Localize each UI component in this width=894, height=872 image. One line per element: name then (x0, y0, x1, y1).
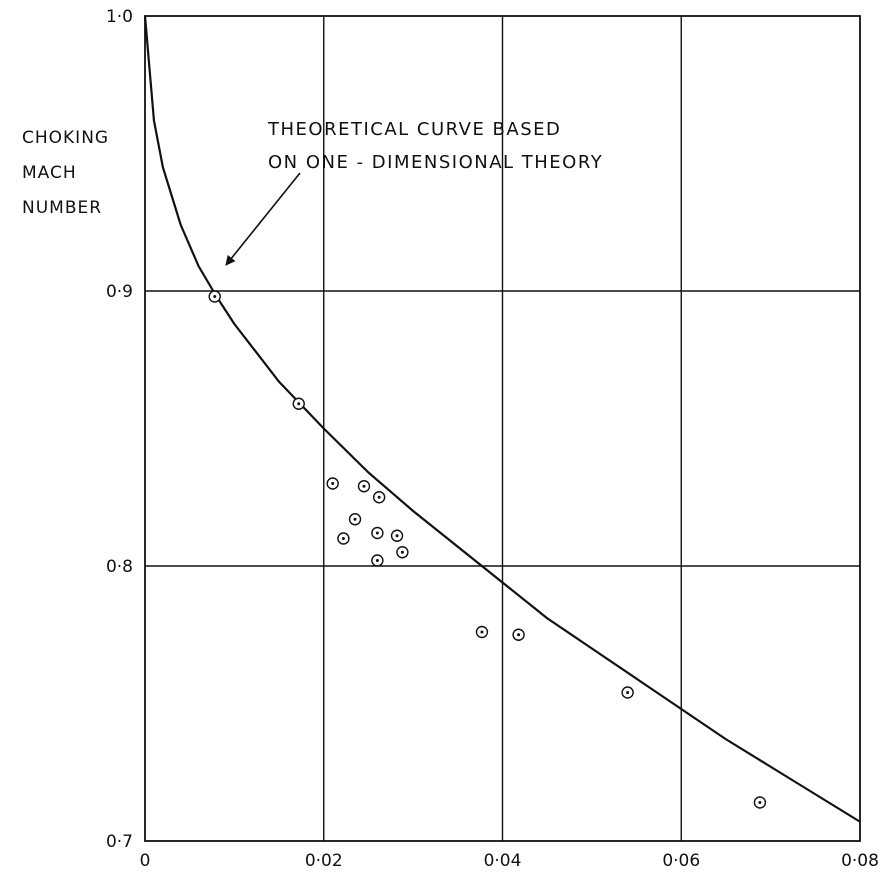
data-point (372, 491, 386, 504)
data-point-dot (375, 559, 379, 562)
y-tick-label: 0·8 (106, 557, 133, 577)
data-point-dot (331, 482, 335, 485)
x-tick-label: 0 (140, 851, 151, 871)
data-point-dot (341, 537, 345, 540)
data-points-layer (208, 290, 767, 809)
data-point (348, 513, 362, 526)
data-point-dot (297, 402, 301, 406)
data-point (337, 532, 350, 545)
x-tick-labels: 0 0·02 0·04 0·06 0·08 (140, 851, 879, 871)
data-point (390, 529, 404, 542)
y-tick-label: 1·0 (106, 7, 133, 27)
y-tick-label: 0·9 (106, 282, 133, 302)
data-point-dot (517, 633, 521, 637)
data-point (326, 477, 339, 490)
data-point (208, 290, 221, 303)
data-point (512, 628, 525, 641)
data-point-dot (758, 801, 762, 804)
data-point-dot (375, 531, 379, 535)
x-tick-label: 0·08 (841, 851, 879, 871)
annotation-arrow (225, 172, 301, 266)
data-point-dot (353, 517, 357, 521)
data-point (292, 397, 305, 410)
y-axis-title-line-2: MACH (22, 163, 77, 183)
data-point (396, 546, 409, 559)
theoretical-curve-layer (143, 15, 861, 823)
data-point (475, 625, 489, 639)
data-point (371, 554, 384, 567)
data-point-dot (213, 295, 217, 298)
data-point-dot (400, 550, 404, 554)
data-point-dot (395, 534, 399, 538)
grid (145, 16, 860, 841)
data-point-dot (362, 484, 366, 488)
data-point (753, 796, 767, 809)
data-point (357, 480, 371, 493)
annotation-line-1: THEORETICAL CURVE BASED (267, 119, 561, 140)
x-tick-label: 0·02 (305, 851, 343, 871)
theoretical-curve (143, 15, 861, 823)
data-point-dot (480, 630, 484, 634)
y-axis-title-line-1: CHOKING (22, 128, 109, 148)
data-point-dot (626, 691, 630, 694)
data-point (621, 686, 634, 699)
y-tick-label: 0·7 (106, 832, 133, 852)
plot-border (144, 15, 861, 842)
x-tick-label: 0·04 (484, 851, 522, 871)
x-tick-label: 0·06 (662, 851, 700, 871)
annotation-line-2: ON ONE - DIMENSIONAL THEORY (268, 152, 603, 173)
y-axis-title-line-3: NUMBER (22, 198, 102, 218)
plot-frame (144, 15, 861, 842)
y-tick-labels: 0·7 0·8 0·9 1·0 (106, 7, 133, 852)
data-point (371, 526, 384, 540)
data-point-dot (377, 495, 381, 499)
